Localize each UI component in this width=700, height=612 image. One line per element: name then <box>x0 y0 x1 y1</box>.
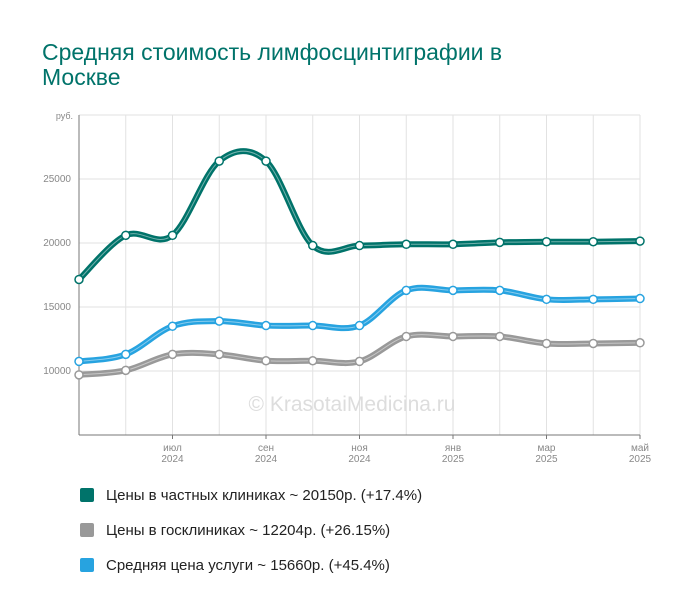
legend-item: Средняя цена услуги ~ 15660р. (+45.4%) <box>80 554 422 576</box>
data-point <box>74 356 84 367</box>
data-point <box>261 356 271 366</box>
data-point <box>354 356 365 367</box>
data-point <box>354 320 365 331</box>
x-tick-label: 2025 <box>535 454 558 465</box>
legend: Цены в частных клиниках ~ 20150р. (+17.4… <box>80 484 422 589</box>
legend-label: Цены в госклиниках ~ 12204р. (+26.15%) <box>106 521 391 539</box>
data-point <box>541 236 552 247</box>
y-tick-label: 15000 <box>43 302 71 313</box>
data-point <box>74 370 84 380</box>
x-tick-label: 2025 <box>629 454 652 465</box>
data-point <box>167 230 178 241</box>
data-point <box>308 356 318 366</box>
data-point <box>121 349 131 360</box>
x-tick-label: мар <box>538 443 556 454</box>
legend-swatch <box>80 558 94 572</box>
data-point <box>214 349 224 360</box>
data-point <box>588 338 598 349</box>
data-point <box>495 237 505 248</box>
data-point <box>354 240 365 251</box>
line-chart: © KrasotaiMedicina.ru руб. 10000 15000 2000… <box>43 111 652 465</box>
data-point <box>401 285 411 296</box>
legend-swatch <box>80 523 94 537</box>
legend-item: Цены в частных клиниках ~ 20150р. (+17.4… <box>80 484 422 506</box>
x-tick-label: 2024 <box>255 454 278 465</box>
y-tick-label: 20000 <box>43 238 71 249</box>
series <box>74 148 645 380</box>
data-point <box>495 331 505 342</box>
data-point <box>308 320 318 331</box>
data-point <box>495 285 505 296</box>
x-tick-label: 2025 <box>442 454 465 465</box>
data-point <box>635 338 645 348</box>
data-point <box>261 320 271 331</box>
data-point <box>121 365 131 376</box>
data-point <box>167 321 178 331</box>
series-2 <box>74 331 645 380</box>
legend-label: Средняя цена услуги ~ 15660р. (+45.4%) <box>106 556 390 574</box>
legend-label: Цены в частных клиниках ~ 20150р. (+17.4… <box>106 486 423 504</box>
data-point <box>214 156 224 166</box>
data-point <box>635 293 645 304</box>
chart-title: Средняя стоимость лимфосцинтиграфии в Мо… <box>42 39 503 90</box>
x-tick-label: 2024 <box>161 454 184 465</box>
x-tick-label: июл <box>163 443 182 454</box>
data-point <box>214 316 224 326</box>
series-3 <box>74 284 645 367</box>
x-tick-label: май <box>631 443 649 454</box>
data-point <box>635 236 645 246</box>
y-tick-label: 10000 <box>43 366 71 377</box>
data-point <box>588 236 598 247</box>
x-tick-label: янв <box>445 443 461 454</box>
data-point <box>261 156 271 166</box>
x-tick-label: 2024 <box>348 454 371 465</box>
y-tick-label: 25000 <box>43 174 71 185</box>
series-1 <box>74 148 645 285</box>
x-tick-label: ноя <box>351 443 368 454</box>
legend-item: Цены в госклиниках ~ 12204р. (+26.15%) <box>80 519 422 541</box>
data-point <box>541 294 552 305</box>
data-point <box>588 294 598 305</box>
y-axis-unit: руб. <box>56 111 73 121</box>
data-point <box>448 239 458 250</box>
data-point <box>74 274 84 285</box>
x-tick-label: сен <box>258 443 274 454</box>
data-point <box>448 331 458 342</box>
data-point <box>401 239 411 250</box>
data-point <box>167 349 178 360</box>
data-point <box>401 331 411 342</box>
watermark: © KrasotaiMedicina.ru <box>249 393 456 416</box>
grid <box>78 114 641 435</box>
data-point <box>448 285 458 296</box>
data-point <box>308 240 318 251</box>
legend-swatch <box>80 488 94 502</box>
data-point <box>541 338 552 349</box>
data-point <box>121 230 131 241</box>
